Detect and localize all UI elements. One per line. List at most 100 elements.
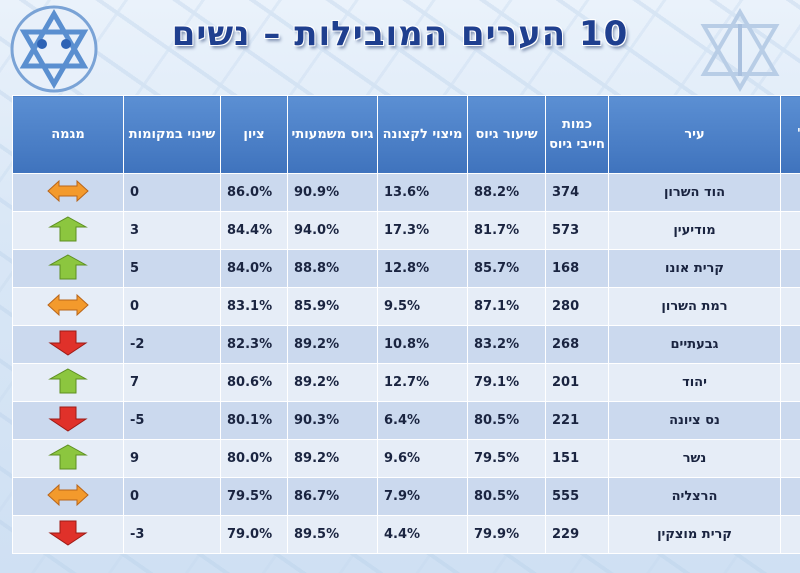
column-header: גיוס משמעותי [287, 95, 378, 174]
city-cell: נס ציונה [608, 401, 781, 440]
value-cell: 555 [545, 477, 609, 516]
value-cell: 5 [123, 249, 221, 288]
trend-cell [12, 515, 124, 554]
value-cell: 7 [123, 363, 221, 402]
value-cell: 0 [123, 477, 221, 516]
city-cell: הרצליה [608, 477, 781, 516]
value-cell: 12.8% [377, 249, 468, 288]
value-cell: -3 [123, 515, 221, 554]
rank-cell: 3 [780, 249, 800, 288]
column-header: כמות חייבי גיוס [545, 95, 609, 174]
trend-cell [12, 211, 124, 250]
trend-arrow [48, 443, 88, 469]
value-cell: 80.5% [467, 401, 546, 440]
value-cell: 3 [123, 211, 221, 250]
slide-title: 10 הערים המובילות – נשים [171, 14, 629, 54]
value-cell: 280 [545, 287, 609, 326]
value-cell: -2 [123, 325, 221, 364]
trend-cell [12, 325, 124, 364]
value-cell: 221 [545, 401, 609, 440]
trend-cell [12, 439, 124, 478]
value-cell: 84.0% [220, 249, 288, 288]
value-cell: 87.1% [467, 287, 546, 326]
rank-cell: 5 [780, 325, 800, 364]
value-cell: 0 [123, 287, 221, 326]
trend-arrow [48, 367, 88, 393]
value-cell: 83.2% [467, 325, 546, 364]
table-row: 5גבעתיים26883.2%10.8%89.2%82.3%-2 [12, 325, 800, 364]
table-body: 1הוד השרון37488.2%13.6%90.9%86.0%02מודיע… [12, 173, 800, 554]
value-cell: 89.2% [287, 439, 378, 478]
column-header: מס' [780, 95, 800, 174]
value-cell: 9.6% [377, 439, 468, 478]
column-header: שיעור גיוס [467, 95, 546, 174]
trend-arrow [48, 406, 88, 432]
city-cell: יהוד [608, 363, 781, 402]
trend-arrow [47, 179, 89, 202]
rank-cell: 9 [780, 477, 800, 516]
city-cell: קרית אונו [608, 249, 781, 288]
value-cell: 79.5% [220, 477, 288, 516]
value-cell: 86.7% [287, 477, 378, 516]
value-cell: 83.1% [220, 287, 288, 326]
value-cell: 89.5% [287, 515, 378, 554]
value-cell: 4.4% [377, 515, 468, 554]
value-cell: 80.0% [220, 439, 288, 478]
trend-cell [12, 401, 124, 440]
table-row: 6יהוד20179.1%12.7%89.2%80.6%7 [12, 363, 800, 402]
column-header: עיר [608, 95, 781, 174]
trend-cell [12, 249, 124, 288]
value-cell: -5 [123, 401, 221, 440]
city-cell: רמת השרון [608, 287, 781, 326]
value-cell: 168 [545, 249, 609, 288]
value-cell: 9.5% [377, 287, 468, 326]
value-cell: 229 [545, 515, 609, 554]
trend-arrow [47, 483, 89, 506]
trend-cell [12, 363, 124, 402]
trend-cell [12, 287, 124, 326]
column-header: שינוי במקומות [123, 95, 221, 174]
value-cell: 86.0% [220, 173, 288, 212]
column-header: מיצוי לקצונה [377, 95, 468, 174]
city-cell: הוד השרון [608, 173, 781, 212]
rank-cell: 7 [780, 401, 800, 440]
rank-cell: 10 [780, 515, 800, 554]
column-header: ציון [220, 95, 288, 174]
value-cell: 79.0% [220, 515, 288, 554]
value-cell: 85.9% [287, 287, 378, 326]
trend-arrow [47, 293, 89, 316]
city-cell: נשר [608, 439, 781, 478]
value-cell: 85.7% [467, 249, 546, 288]
value-cell: 0 [123, 173, 221, 212]
rank-cell: 4 [780, 287, 800, 326]
trend-arrow [48, 253, 88, 279]
column-header: מגמה [12, 95, 124, 174]
value-cell: 268 [545, 325, 609, 364]
value-cell: 12.7% [377, 363, 468, 402]
trend-arrow [48, 330, 88, 356]
value-cell: 80.5% [467, 477, 546, 516]
rank-cell: 1 [780, 173, 800, 212]
value-cell: 88.2% [467, 173, 546, 212]
value-cell: 10.8% [377, 325, 468, 364]
value-cell: 573 [545, 211, 609, 250]
right-logo [700, 8, 780, 92]
rank-cell: 2 [780, 211, 800, 250]
value-cell: 201 [545, 363, 609, 402]
value-cell: 94.0% [287, 211, 378, 250]
city-cell: גבעתיים [608, 325, 781, 364]
trend-cell [12, 173, 124, 212]
value-cell: 84.4% [220, 211, 288, 250]
value-cell: 89.2% [287, 363, 378, 402]
value-cell: 82.3% [220, 325, 288, 364]
value-cell: 80.6% [220, 363, 288, 402]
value-cell: 17.3% [377, 211, 468, 250]
